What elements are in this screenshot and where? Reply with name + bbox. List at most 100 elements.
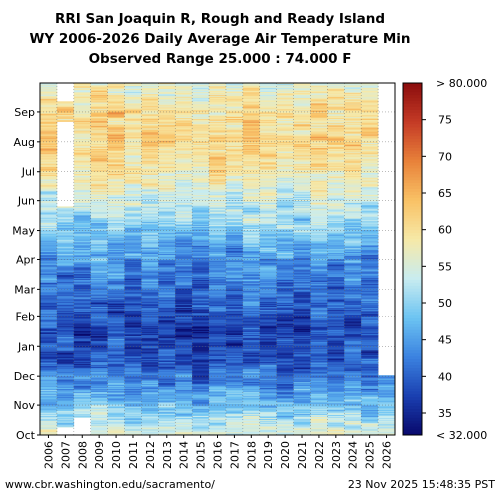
heatmap-cell <box>56 425 75 427</box>
heatmap-cell <box>40 176 58 178</box>
heatmap-cell <box>141 330 159 333</box>
heatmap-cell <box>242 245 261 247</box>
heatmap-cell <box>259 126 277 128</box>
heatmap-cell <box>107 358 125 361</box>
heatmap-cell <box>141 88 159 91</box>
heatmap-cell <box>175 117 193 119</box>
heatmap-cell <box>124 348 142 350</box>
heatmap-cell <box>73 153 92 155</box>
heatmap-cell <box>107 108 125 110</box>
heatmap-cell <box>259 193 277 196</box>
heatmap-cell <box>225 413 244 416</box>
heatmap-cell <box>141 245 159 247</box>
heatmap-cell <box>124 87 142 90</box>
heatmap-cell <box>73 256 92 258</box>
heatmap-cell <box>242 302 261 305</box>
heatmap-cell <box>90 215 108 217</box>
heatmap-cell <box>225 307 244 309</box>
heatmap-cell <box>242 376 261 378</box>
heatmap-cell <box>259 280 277 282</box>
heatmap-cell <box>209 173 227 175</box>
heatmap-cell <box>192 269 210 271</box>
heatmap-cell <box>242 337 261 339</box>
heatmap-cell <box>209 195 227 198</box>
heatmap-cell <box>175 298 193 300</box>
heatmap-cell <box>175 131 193 133</box>
heatmap-cell <box>73 183 92 185</box>
heatmap-cell <box>141 427 159 429</box>
heatmap-cell <box>90 409 108 412</box>
heatmap-cell <box>192 147 210 149</box>
heatmap-cell <box>158 433 176 435</box>
heatmap-cell <box>209 235 227 237</box>
heatmap-cell <box>124 380 142 382</box>
heatmap-cell <box>56 369 75 371</box>
heatmap-cell <box>90 113 108 116</box>
heatmap-cell <box>225 169 244 172</box>
heatmap-cell <box>90 301 108 304</box>
heatmap-cell <box>141 310 159 312</box>
heatmap-cell <box>158 366 176 368</box>
heatmap-cell <box>225 98 244 100</box>
heatmap-cell <box>225 192 244 195</box>
heatmap-cell <box>124 240 142 242</box>
heatmap-cell <box>175 293 193 295</box>
heatmap-cell <box>242 314 261 316</box>
heatmap-cell <box>124 325 142 327</box>
heatmap-cell <box>90 258 108 260</box>
heatmap-cell <box>124 203 142 205</box>
heatmap-cell <box>242 108 261 110</box>
heatmap-cell <box>158 285 176 287</box>
heatmap-cell <box>225 159 244 161</box>
heatmap-cell <box>242 178 261 180</box>
heatmap-cell <box>40 344 58 346</box>
heatmap-cell <box>175 85 193 88</box>
heatmap-cell <box>259 319 277 321</box>
heatmap-cell <box>242 165 261 168</box>
heatmap-cell <box>192 148 210 150</box>
heatmap-cell <box>56 244 75 246</box>
heatmap-cell <box>90 177 108 179</box>
heatmap-cell <box>40 178 58 180</box>
heatmap-cell <box>124 316 142 318</box>
heatmap-cell <box>90 224 108 227</box>
heatmap-cell <box>242 282 261 284</box>
heatmap-cell <box>107 349 125 351</box>
heatmap-cell <box>225 238 244 240</box>
heatmap-cell <box>90 120 108 122</box>
heatmap-cell <box>192 339 210 341</box>
heatmap-cell <box>225 408 244 411</box>
heatmap-cell <box>225 343 244 345</box>
heatmap-cell <box>141 256 159 258</box>
heatmap-cell <box>242 408 261 411</box>
heatmap-cell <box>124 97 142 99</box>
heatmap-cell <box>73 147 92 149</box>
heatmap-cell <box>158 239 176 241</box>
heatmap-cell <box>242 103 261 105</box>
heatmap-cell <box>141 132 159 134</box>
heatmap-cell <box>192 207 210 209</box>
heatmap-cell <box>225 83 244 86</box>
heatmap-cell <box>175 200 193 202</box>
heatmap-cell <box>40 334 58 336</box>
heatmap-cell <box>40 181 58 183</box>
heatmap-cell <box>124 255 142 257</box>
heatmap-cell <box>259 354 277 357</box>
heatmap-cell <box>40 280 58 282</box>
heatmap-cell <box>40 419 58 421</box>
heatmap-cell <box>242 317 261 319</box>
heatmap-cell <box>259 147 277 149</box>
heatmap-cell <box>124 234 142 236</box>
heatmap-cell <box>158 324 176 326</box>
heatmap-cell <box>90 228 108 230</box>
heatmap-cell <box>175 386 193 389</box>
heatmap-cell <box>242 157 261 159</box>
heatmap-cell <box>73 326 92 329</box>
heatmap-cell <box>175 340 193 342</box>
heatmap-cell <box>124 163 142 165</box>
heatmap-cell <box>192 313 210 315</box>
heatmap-cell <box>40 133 58 135</box>
heatmap-cell <box>90 411 108 414</box>
heatmap-cell <box>90 366 108 368</box>
heatmap-cell <box>225 145 244 147</box>
